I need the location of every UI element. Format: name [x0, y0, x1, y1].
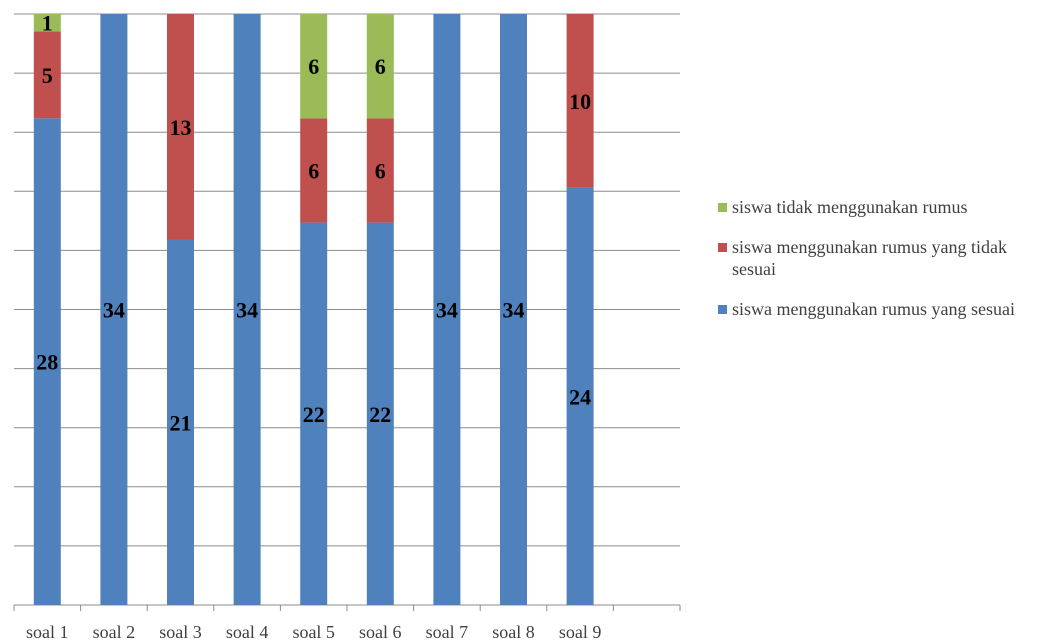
bar-segment: [433, 14, 461, 605]
data-label: 6: [308, 54, 319, 79]
legend-item-correct-formula: siswa menggunakan rumus yang sesuai: [718, 298, 1044, 320]
bar-segment: [300, 222, 328, 605]
bar-segment: [500, 14, 527, 605]
bar-segment: [566, 14, 594, 188]
data-label: 34: [503, 298, 525, 323]
data-label: 1: [42, 11, 53, 36]
bar-segment: [167, 239, 194, 605]
bar-segment: [566, 187, 594, 605]
data-label: 34: [236, 298, 258, 323]
legend-item-wrong-formula: siswa menggunakan rumus yang tidak sesua…: [718, 236, 1044, 280]
x-tick-label: soal 8: [492, 622, 535, 642]
bar-segment: [366, 222, 394, 605]
bar-segment: [33, 31, 61, 119]
data-label: 5: [42, 63, 53, 88]
data-label: 6: [308, 158, 319, 183]
legend-label-correct-formula: siswa menggunakan rumus yang sesuai: [732, 299, 1015, 319]
bar-segment: [33, 14, 61, 32]
x-tick-label: soal 1: [26, 622, 69, 642]
data-label: 6: [375, 158, 386, 183]
data-label: 10: [569, 89, 591, 114]
x-tick-label: soal 2: [93, 622, 136, 642]
legend-swatch-correct-formula: [718, 305, 727, 314]
legend-swatch-no-formula: [718, 203, 727, 212]
legend-label-no-formula: siswa tidak menggunakan rumus: [732, 197, 968, 217]
bar-segment: [100, 14, 128, 605]
bar-segment: [366, 118, 394, 223]
data-label: 22: [303, 402, 325, 427]
bar-segment: [300, 118, 328, 223]
data-label: 13: [170, 115, 192, 140]
legend-label-wrong-formula: siswa menggunakan rumus yang tidak sesua…: [732, 237, 1007, 279]
x-tick-label: soal 3: [159, 622, 202, 642]
x-tick-label: soal 4: [226, 622, 269, 642]
data-label: 6: [375, 54, 386, 79]
legend-item-no-formula: siswa tidak menggunakan rumus: [718, 196, 1044, 218]
legend-swatch-wrong-formula: [718, 243, 727, 252]
x-tick-label: soal 7: [426, 622, 469, 642]
data-label: 34: [103, 298, 125, 323]
data-label: 22: [369, 402, 391, 427]
bar-segment: [33, 118, 61, 605]
data-label: 28: [36, 350, 58, 375]
x-tick-label: soal 5: [292, 622, 335, 642]
bar-segment: [300, 14, 328, 119]
bar-segment: [233, 14, 261, 605]
x-tick-label: soal 9: [559, 622, 602, 642]
legend: siswa tidak menggunakan rumus siswa meng…: [718, 196, 1044, 338]
data-label: 34: [436, 298, 458, 323]
x-tick-label: soal 6: [359, 622, 402, 642]
data-label: 21: [170, 410, 192, 435]
bar-segment: [366, 14, 394, 119]
data-label: 24: [569, 384, 591, 409]
bar-segment: [167, 14, 194, 240]
